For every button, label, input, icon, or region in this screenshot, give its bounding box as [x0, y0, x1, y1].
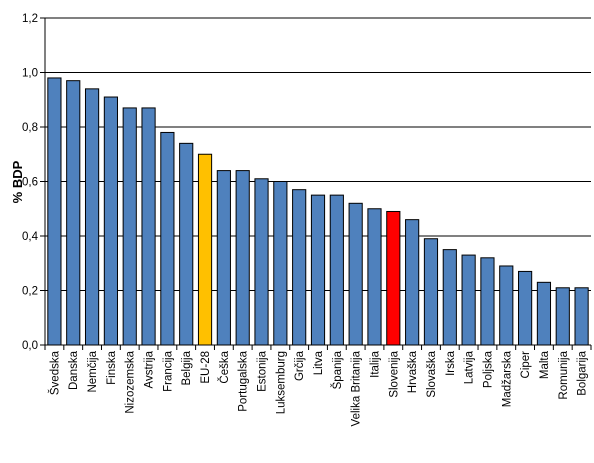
y-tick-label: 0,0 [22, 340, 38, 352]
bar-slovenija [386, 210, 401, 346]
x-tick-label: Nemčija [87, 350, 99, 392]
bar-italija [367, 208, 382, 346]
bar-grčija [292, 189, 307, 346]
x-tick-label: Poljska [482, 350, 494, 388]
bar-luksemburg [273, 181, 288, 346]
bar-eu-28 [197, 153, 213, 346]
x-tick-label: Portugalska [238, 350, 250, 411]
y-tick-label: 0,2 [22, 286, 38, 298]
x-tick-label: Češka [218, 350, 231, 383]
x-tick-label: Ciper [520, 351, 532, 379]
bar-hrvaška [405, 219, 420, 346]
bar-madžarska [499, 265, 514, 346]
x-tick-label: Švedska [48, 350, 61, 395]
x-tick-label: EU-28 [200, 351, 212, 384]
bar-latvija [461, 254, 476, 346]
x-tick-label: Luksemburg [275, 351, 287, 414]
y-tick-labels: 0,0 0,2 0,4 0,6 0,8 1,0 1,2 [22, 13, 39, 352]
x-tick-label: Slovaška [426, 350, 438, 397]
bar-poljska [480, 257, 495, 346]
x-tick-label: Irska [445, 350, 457, 376]
bar-danska [66, 80, 81, 346]
bar-švedska [47, 77, 62, 346]
x-tick-label: Madžarska [501, 350, 513, 407]
y-tick-label: 1,0 [22, 68, 38, 80]
x-tick-label: Francija [162, 350, 174, 392]
x-tick-label: Estonija [257, 350, 269, 392]
bar-češka [216, 170, 231, 346]
x-tick-label: Danska [68, 350, 80, 390]
bar-series [47, 77, 589, 346]
bar-nemčija [84, 88, 100, 346]
bar-finska [103, 96, 118, 346]
x-tick-label: Romunija [558, 350, 570, 399]
x-tick-label: Malta [539, 350, 551, 379]
x-tick-label: Velika Britanija [351, 350, 363, 426]
bar-malta [536, 281, 552, 346]
x-tick-label: Avstrija [144, 350, 156, 388]
bar-portugalska [235, 170, 250, 346]
bar-francija [160, 131, 175, 346]
y-tick-label: 0,8 [22, 122, 38, 134]
bar-estonija [254, 178, 269, 346]
bar-nizozemska [122, 107, 137, 346]
bar-velika-britanija [348, 202, 363, 346]
bar-irska [442, 249, 457, 346]
x-tick-labels: Švedska Danska Nemčija Finska Nizozemska Avst… [48, 350, 588, 426]
x-tick-label: Hrvaška [407, 350, 419, 393]
x-tick-label: Grčija [294, 350, 306, 381]
bar-španija [329, 194, 344, 346]
bar-romunija [555, 287, 570, 346]
y-axis-label: % BDP [10, 160, 25, 203]
x-tick-label: Slovenija [388, 350, 400, 397]
y-tick-label: 1,2 [22, 13, 38, 25]
x-tick-label: Italija [369, 350, 381, 377]
x-tick-label: Nizozemska [125, 350, 137, 413]
x-tick-label: Finska [106, 350, 118, 384]
bar-ciper [518, 270, 533, 346]
x-tick-label: Litva [313, 350, 325, 375]
x-tick-label: Latvija [464, 350, 476, 384]
bar-bolgarija [574, 287, 589, 346]
bar-slovaška [423, 238, 439, 346]
x-tick-label: Španija [331, 350, 344, 389]
x-tick-label: Belgija [181, 350, 193, 385]
bar-avstrija [141, 107, 156, 346]
x-tick-label: Bolgarija [577, 350, 589, 395]
bar-litva [310, 194, 326, 346]
y-tick-label: 0,6 [22, 177, 38, 189]
axes [40, 17, 592, 350]
bar-belgija [179, 142, 194, 346]
y-tick-label: 0,4 [22, 231, 39, 243]
